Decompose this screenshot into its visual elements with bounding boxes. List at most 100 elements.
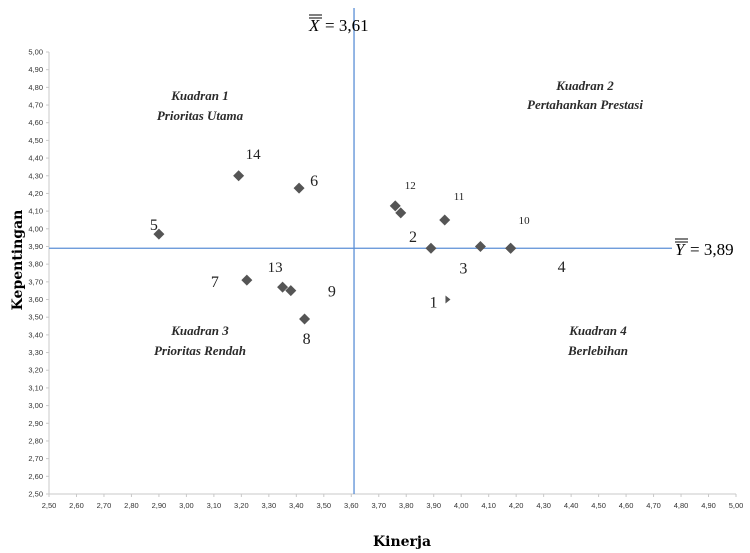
y-tick-label: 4,10 bbox=[28, 207, 43, 216]
y-tick-label: 3,60 bbox=[28, 295, 43, 304]
x-tick-label: 4,30 bbox=[536, 501, 551, 510]
data-point-marker bbox=[277, 281, 289, 293]
data-point-marker bbox=[474, 240, 486, 252]
data-point-label: 4 bbox=[558, 259, 566, 276]
y-tick-label: 4,50 bbox=[28, 136, 43, 145]
data-points bbox=[153, 170, 517, 325]
x-tick-label: 3,50 bbox=[316, 501, 331, 510]
x-tick-label: 4,40 bbox=[564, 501, 579, 510]
y-tick-labels: 2,50 2,60 2,70 2,80 2,90 3,00 3,10 3,20 3,30 3,40… bbox=[28, 48, 43, 499]
data-point-label: 12 bbox=[405, 180, 416, 192]
y-tick-label: 3,90 bbox=[28, 242, 43, 251]
y-tick-label: 2,70 bbox=[28, 454, 43, 463]
data-point-marker bbox=[389, 200, 401, 212]
data-point-label: 13 bbox=[268, 260, 283, 276]
data-point-label: 6 bbox=[310, 173, 318, 190]
x-tick-label: 2,60 bbox=[69, 501, 84, 510]
chart-axes bbox=[46, 51, 737, 497]
y-tick-label: 2,80 bbox=[28, 436, 43, 445]
data-point-label: 10 bbox=[519, 215, 531, 227]
x-mean-symbol: X bbox=[308, 16, 320, 35]
x-tick-label: 4,20 bbox=[509, 501, 524, 510]
y-tick-label: 2,50 bbox=[28, 490, 43, 499]
y-tick-label: 3,10 bbox=[28, 383, 43, 392]
y-tick-label: 2,60 bbox=[28, 472, 43, 481]
data-point-marker bbox=[299, 313, 311, 325]
x-tick-label: 2,80 bbox=[124, 501, 139, 510]
y-tick-label: 4,30 bbox=[28, 171, 43, 180]
x-tick-label: 3,70 bbox=[371, 501, 386, 510]
reference-lines: X = 3,61 Y = 3,89 bbox=[49, 8, 734, 494]
y-axis-title: Kepentingan bbox=[10, 210, 26, 311]
quadrant-name: Pertahankan Prestasi bbox=[527, 97, 643, 112]
data-point-label: 5 bbox=[150, 217, 158, 234]
data-point-label: 11 bbox=[454, 191, 465, 203]
data-point-label: 14 bbox=[246, 147, 262, 163]
x-tick-label: 3,40 bbox=[289, 501, 304, 510]
x-tick-label: 3,00 bbox=[179, 501, 194, 510]
x-tick-label: 3,60 bbox=[344, 501, 359, 510]
data-point-label: 1 bbox=[429, 295, 437, 312]
quadrant-name: Berlebihan bbox=[567, 343, 628, 358]
data-point-label: 8 bbox=[303, 331, 311, 348]
data-point-marker bbox=[395, 207, 407, 219]
y-tick-label: 5,00 bbox=[28, 48, 43, 57]
quadrant-labels: Kuadran 1 Prioritas Utama Kuadran 2 Pertaha… bbox=[154, 78, 643, 358]
x-tick-labels: 2,50 2,60 2,70 2,80 2,90 3,00 3,10 3,20 3,30 3,40… bbox=[42, 501, 744, 510]
quadrant-name: Prioritas Utama bbox=[157, 108, 244, 123]
x-tick-label: 2,50 bbox=[42, 501, 57, 510]
x-tick-label: 2,70 bbox=[97, 501, 112, 510]
y-tick-label: 4,90 bbox=[28, 65, 43, 74]
y-tick-label: 3,00 bbox=[28, 401, 43, 410]
data-point-marker bbox=[241, 274, 253, 286]
x-tick-label: 5,00 bbox=[729, 501, 744, 510]
x-axis-title: Kinerja bbox=[373, 534, 431, 550]
y-tick-label: 4,20 bbox=[28, 189, 43, 198]
y-tick-label: 3,30 bbox=[28, 348, 43, 357]
x-tick-label: 2,90 bbox=[152, 501, 167, 510]
x-tick-label: 4,70 bbox=[646, 501, 661, 510]
y-tick-label: 3,50 bbox=[28, 313, 43, 322]
x-tick-label: 3,80 bbox=[399, 501, 414, 510]
quadrant-number: Kuadran 2 bbox=[555, 78, 614, 93]
x-tick-label: 3,30 bbox=[262, 501, 277, 510]
data-point-label: 9 bbox=[328, 284, 336, 301]
x-mean-label: X = 3,61 bbox=[308, 14, 369, 35]
quadrant-number: Kuadran 1 bbox=[170, 88, 228, 103]
y-tick-label: 4,60 bbox=[28, 118, 43, 127]
y-tick-label: 4,00 bbox=[28, 224, 43, 233]
y-tick-label: 4,40 bbox=[28, 154, 43, 163]
y-mean-label: Y = 3,89 bbox=[675, 238, 734, 259]
y-tick-label: 3,20 bbox=[28, 366, 43, 375]
data-point-marker bbox=[285, 285, 297, 297]
quadrant-number: Kuadran 4 bbox=[568, 323, 627, 338]
data-point-marker bbox=[505, 242, 517, 254]
quadrant-number: Kuadran 3 bbox=[170, 323, 229, 338]
y-tick-label: 4,70 bbox=[28, 101, 43, 110]
x-mean-value: = 3,61 bbox=[325, 16, 369, 35]
x-tick-label: 3,10 bbox=[207, 501, 222, 510]
data-point-label: 3 bbox=[459, 260, 467, 277]
y-tick-label: 3,80 bbox=[28, 260, 43, 269]
data-point-marker bbox=[425, 242, 437, 254]
x-tick-label: 3,20 bbox=[234, 501, 249, 510]
data-point-marker bbox=[439, 214, 451, 226]
y-tick-label: 4,80 bbox=[28, 83, 43, 92]
data-point-marker bbox=[153, 228, 165, 240]
x-tick-label: 4,90 bbox=[701, 501, 716, 510]
quadrant-name: Prioritas Rendah bbox=[154, 343, 246, 358]
y-tick-label: 2,90 bbox=[28, 419, 43, 428]
x-tick-label: 4,00 bbox=[454, 501, 469, 510]
y-tick-label: 3,40 bbox=[28, 330, 43, 339]
y-tick-label: 3,70 bbox=[28, 277, 43, 286]
data-point-label: 7 bbox=[211, 274, 219, 291]
data-point-marker bbox=[445, 295, 451, 304]
x-tick-label: 4,60 bbox=[619, 501, 634, 510]
y-mean-value: = 3,89 bbox=[690, 240, 734, 259]
x-tick-label: 3,90 bbox=[426, 501, 441, 510]
data-point-marker bbox=[293, 182, 305, 194]
x-tick-label: 4,80 bbox=[674, 501, 689, 510]
data-point-marker bbox=[233, 170, 245, 182]
